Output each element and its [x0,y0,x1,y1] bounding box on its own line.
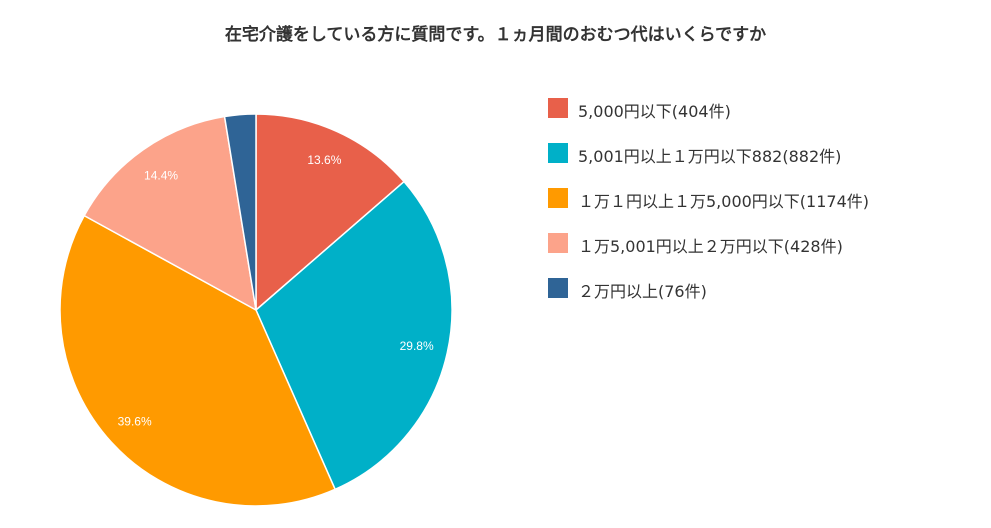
legend-label: 5,001円以上１万円以下882(882件) [578,147,842,166]
pie-slice [59,214,337,507]
slice-data-label: 29.8% [400,339,434,353]
pie-slice [255,180,453,491]
pie-slice [223,113,257,311]
legend-swatch [548,143,568,163]
slice-data-label: 39.6% [118,414,152,428]
legend-swatch [548,233,568,253]
legend-label: ２万円以上(76件) [578,282,707,301]
pie-slice [255,113,406,312]
legend-label: １万5,001円以上２万円以下(428件) [578,237,843,256]
legend-swatch [548,188,568,208]
slice-data-label: 13.6% [307,153,341,167]
chart-title: 在宅介護をしている方に質問です。１ヵ月間のおむつ代はいくらですか [224,25,767,45]
legend-label: 5,000円以下(404件) [578,102,731,121]
legend-swatch [548,98,568,118]
legend-swatch [548,278,568,298]
slice-data-label: 14.4% [144,169,178,183]
pie-slice [83,115,257,312]
legend-label: １万１円以上１万5,000円以下(1174件) [578,192,870,211]
